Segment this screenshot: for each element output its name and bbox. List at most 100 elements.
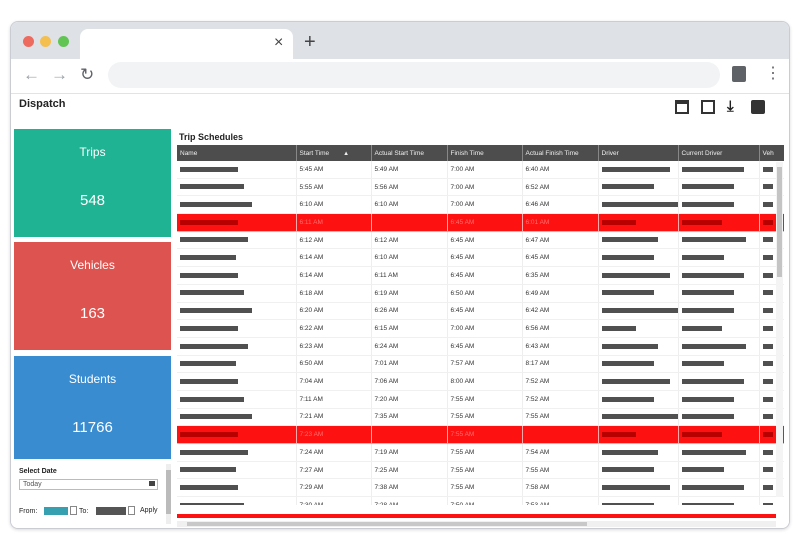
- redacted-text: [601, 219, 636, 225]
- redacted-text: [681, 272, 744, 278]
- name-cell-redacted: [177, 266, 297, 285]
- left-panel-scrollbar[interactable]: [166, 464, 171, 524]
- calendar-icon[interactable]: [128, 506, 135, 515]
- driver-cell-redacted: [598, 443, 679, 462]
- current-driver-cell-redacted: [678, 372, 760, 391]
- table-row[interactable]: 6:14 AM 6:11 AM 6:45 AM 6:35 AM: [177, 266, 784, 285]
- reload-icon[interactable]: ↻: [80, 65, 95, 84]
- grid-vertical-scrollbar[interactable]: [776, 162, 783, 497]
- table-row[interactable]: 6:14 AM 6:10 AM 6:45 AM 6:45 AM: [177, 248, 784, 268]
- current-driver-cell-redacted: [678, 178, 760, 197]
- redacted-text: [180, 485, 238, 490]
- current-driver-cell-redacted: [678, 337, 760, 356]
- table-row[interactable]: 6:10 AM 6:10 AM 7:00 AM 6:46 AM: [177, 195, 784, 215]
- vehicles-tile[interactable]: Vehicles 163: [14, 242, 171, 350]
- redacted-text: [601, 485, 670, 490]
- table-row[interactable]: 6:23 AM 6:24 AM 6:45 AM 6:43 AM: [177, 337, 784, 356]
- table-row[interactable]: 6:22 AM 6:15 AM 7:00 AM 6:56 AM: [177, 319, 784, 338]
- driver-cell-redacted: [598, 390, 679, 409]
- grid-horizontal-scrollbar[interactable]: [177, 521, 776, 527]
- name-cell-redacted: [177, 161, 297, 179]
- profile-icon[interactable]: [732, 66, 746, 82]
- from-date-input[interactable]: [44, 507, 68, 515]
- column-header[interactable]: Actual Start Time: [371, 145, 448, 161]
- redacted-text: [681, 431, 722, 437]
- trips-tile[interactable]: Trips 548: [14, 129, 171, 237]
- redacted-text: [601, 378, 670, 384]
- actual-start-time-cell: 5:56 AM: [371, 178, 448, 197]
- actual-start-time-cell: 6:12 AM: [371, 231, 448, 250]
- students-tile[interactable]: Students 11766: [14, 356, 171, 459]
- close-window-button[interactable]: [23, 36, 34, 47]
- table-row[interactable]: 7:27 AM 7:25 AM 7:55 AM 7:55 AM: [177, 461, 784, 480]
- table-row[interactable]: 5:55 AM 5:56 AM 7:00 AM 6:52 AM: [177, 178, 784, 197]
- table-row[interactable]: 7:29 AM 7:38 AM 7:55 AM 7:58 AM: [177, 478, 784, 498]
- table-row[interactable]: 6:11 AM 6:45 AM 6:01 AM: [177, 213, 784, 232]
- maximize-window-button[interactable]: [58, 36, 69, 47]
- actual-finish-time-cell: 7:55 AM: [522, 461, 599, 480]
- start-time-cell: 6:18 AM: [296, 284, 372, 303]
- new-tab-icon[interactable]: +: [304, 31, 316, 53]
- actual-finish-time-cell: 6:40 AM: [522, 161, 599, 179]
- scrollbar-thumb[interactable]: [187, 522, 587, 526]
- redacted-text: [681, 361, 724, 367]
- download-icon[interactable]: ⤓: [727, 98, 734, 115]
- current-driver-cell-redacted: [678, 302, 760, 321]
- driver-cell-redacted: [598, 478, 679, 498]
- table-row[interactable]: 7:21 AM 7:35 AM 7:55 AM 7:55 AM: [177, 408, 784, 427]
- start-time-cell: 6:11 AM: [296, 213, 372, 232]
- redacted-text: [601, 361, 654, 367]
- tab-close-icon[interactable]: ×: [274, 34, 284, 51]
- column-header[interactable]: Current Driver: [678, 145, 760, 161]
- table-row[interactable]: 7:23 AM 7:55 AM: [177, 425, 784, 444]
- current-driver-cell-redacted: [678, 443, 760, 462]
- browser-menu-icon[interactable]: ⋮: [765, 65, 781, 82]
- trip-schedules-grid: Name Start Time ▲ Actual Start Time Finis…: [177, 145, 784, 505]
- column-header[interactable]: Name: [177, 145, 297, 161]
- redacted-text: [762, 502, 773, 505]
- students-label: Students: [68, 372, 117, 386]
- table-row[interactable]: 7:11 AM 7:20 AM 7:55 AM 7:52 AM: [177, 390, 784, 409]
- column-header[interactable]: Driver: [598, 145, 679, 161]
- scrollbar-thumb[interactable]: [777, 167, 782, 277]
- driver-cell-redacted: [598, 248, 679, 268]
- current-driver-cell-redacted: [678, 319, 760, 338]
- table-row[interactable]: 6:18 AM 6:19 AM 6:50 AM 6:49 AM: [177, 284, 784, 303]
- minimize-window-button[interactable]: [40, 36, 51, 47]
- table-row[interactable]: 6:50 AM 7:01 AM 7:57 AM 8:17 AM: [177, 355, 784, 374]
- address-bar[interactable]: [108, 62, 720, 88]
- driver-cell-redacted: [598, 195, 679, 215]
- column-header[interactable]: Actual Finish Time: [522, 145, 599, 161]
- redacted-text: [762, 431, 773, 437]
- redacted-text: [180, 431, 238, 437]
- redacted-text: [762, 237, 773, 243]
- table-row[interactable]: 6:12 AM 6:12 AM 6:45 AM 6:47 AM: [177, 231, 784, 250]
- redacted-text: [681, 502, 734, 505]
- calendar-icon[interactable]: [70, 506, 77, 515]
- scrollbar-thumb[interactable]: [166, 470, 171, 514]
- start-time-cell: 7:27 AM: [296, 461, 372, 480]
- table-row[interactable]: 6:20 AM 6:26 AM 6:45 AM 6:42 AM: [177, 302, 784, 321]
- forward-arrow-icon[interactable]: →: [51, 65, 68, 84]
- print-icon[interactable]: [751, 100, 765, 114]
- browser-window: × + ← → ↻ ⋮ Dispatch ⤓ Trips 548 Vehicle…: [10, 21, 790, 529]
- table-row[interactable]: 7:30 AM7:28 AM7:50 AM7:53 AM: [177, 496, 784, 505]
- redacted-text: [762, 467, 773, 473]
- back-arrow-icon[interactable]: ←: [23, 65, 40, 84]
- table-row[interactable]: 7:24 AM 7:19 AM 7:55 AM 7:54 AM: [177, 443, 784, 462]
- column-header[interactable]: Finish Time: [447, 145, 523, 161]
- redacted-text: [681, 255, 724, 261]
- browser-tab[interactable]: [80, 29, 293, 59]
- table-row[interactable]: 7:04 AM 7:06 AM 8:00 AM 7:52 AM: [177, 372, 784, 391]
- column-header-sorted[interactable]: Start Time ▲: [296, 145, 372, 161]
- to-date-input[interactable]: [96, 507, 126, 515]
- apply-button[interactable]: Apply: [140, 507, 158, 514]
- date-select[interactable]: Today: [19, 479, 158, 490]
- refresh-screen-icon[interactable]: [675, 100, 689, 114]
- actual-finish-time-cell: 7:52 AM: [522, 390, 599, 409]
- table-row[interactable]: 5:45 AM 5:49 AM 7:00 AM 6:40 AM: [177, 161, 784, 179]
- column-header[interactable]: Veh: [759, 145, 784, 161]
- column-header-label: Start Time: [299, 149, 330, 157]
- layout-icon[interactable]: [701, 100, 715, 114]
- finish-time-cell: 6:45 AM: [447, 302, 523, 321]
